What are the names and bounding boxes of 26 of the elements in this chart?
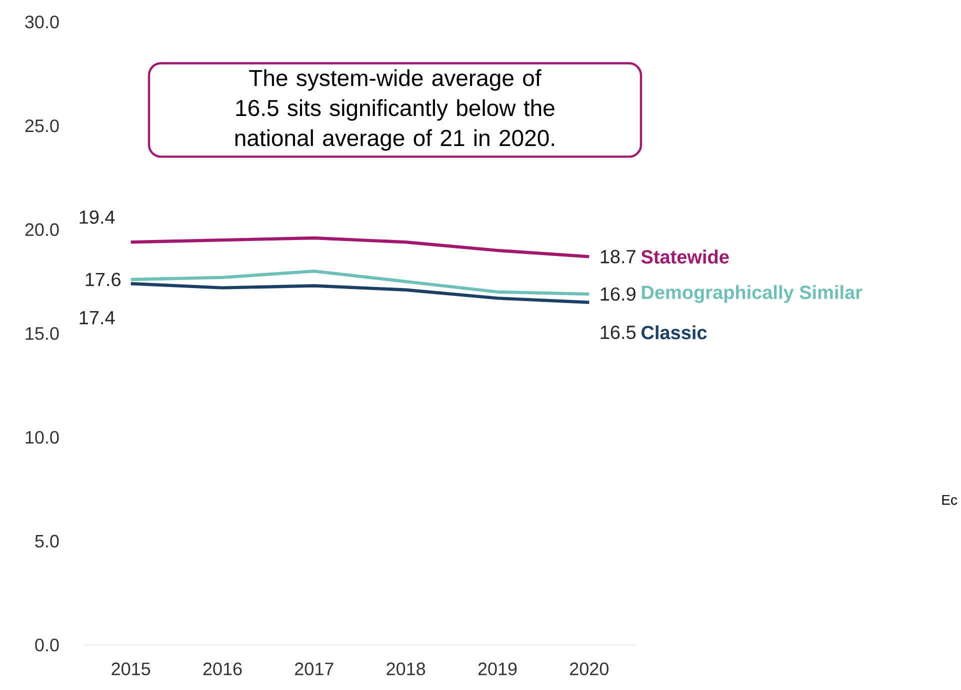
data-label: 17.4 bbox=[80, 311, 115, 324]
y-tick-label: 5.0 bbox=[35, 534, 59, 548]
data-label: 19.4 bbox=[80, 210, 115, 224]
data-label: 18.7 bbox=[600, 250, 636, 264]
y-tick-label: 15.0 bbox=[26, 327, 59, 340]
text: Statewide bbox=[641, 250, 729, 264]
y-tick-label: 20.0 bbox=[25, 223, 59, 236]
y-tick-label: 25.0 bbox=[25, 119, 59, 132]
line-series bbox=[129, 282, 591, 304]
text: Demographically Similar bbox=[642, 285, 862, 303]
x-tick-label: 2018 bbox=[386, 662, 426, 676]
line-series bbox=[129, 270, 591, 296]
y-tick-label: 0.0 bbox=[35, 638, 59, 652]
x-tick-label: 2017 bbox=[295, 662, 334, 676]
x-tick-label: 2020 bbox=[570, 662, 608, 676]
x-tick-label: 2016 bbox=[203, 662, 242, 676]
data-label: 17.6 bbox=[86, 272, 120, 286]
text: Ec bbox=[942, 495, 958, 505]
x-tick-label: 2015 bbox=[112, 662, 150, 676]
x-tick-label: 2019 bbox=[478, 662, 517, 676]
data-label: 16.5 bbox=[600, 326, 636, 340]
annotation: The system-wide average of 16.5 sits significantly below the national average of 21 in 2020. bbox=[235, 69, 554, 151]
y-tick-label: 30.0 bbox=[25, 16, 59, 28]
y-tick-label: 10.0 bbox=[26, 430, 59, 444]
data-label: 16.9 bbox=[600, 287, 636, 301]
text: Classic bbox=[642, 325, 707, 340]
